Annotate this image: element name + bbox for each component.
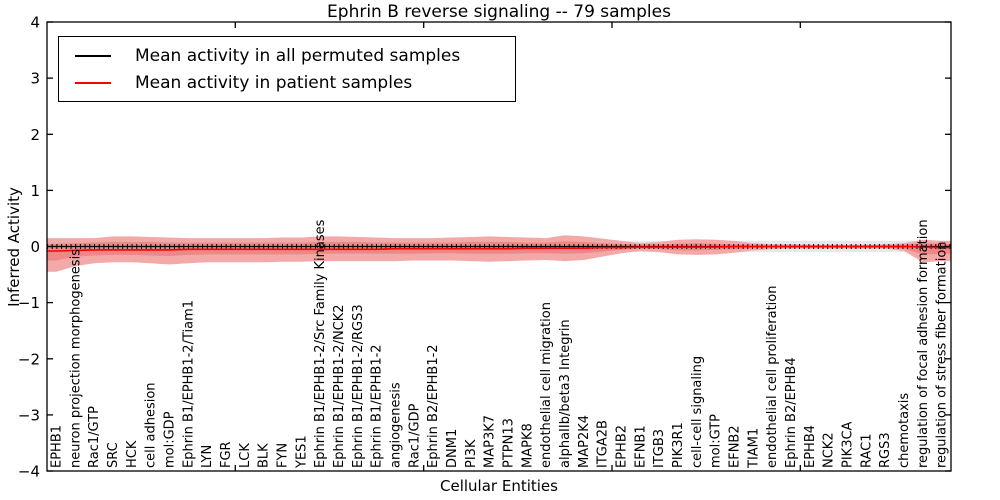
entity-label: endothelial cell proliferation	[765, 286, 780, 469]
entity-label: Ephrin B1/EPHB1-2/NCK2	[332, 304, 347, 468]
entity-label: angiogenesis	[388, 382, 403, 468]
entity-label: EPHB1	[49, 425, 64, 468]
entity-label: cell adhesion	[144, 382, 159, 468]
entity-label: LYN	[200, 445, 215, 468]
entity-label: chemotaxis	[897, 393, 912, 468]
entity-label: mol:GDP	[162, 411, 177, 468]
entity-label: PI3K	[464, 439, 479, 468]
entity-label: Ephrin B1/EPHB1-2/Src Family Kinases	[313, 219, 328, 468]
x-axis-label: Cellular Entities	[440, 477, 558, 495]
entity-label: cell-cell signaling	[690, 356, 705, 468]
chart-title: Ephrin B reverse signaling -- 79 samples	[327, 2, 671, 22]
entity-label: Ephrin B2/EPHB4	[784, 357, 799, 468]
entity-label: HCK	[125, 440, 140, 468]
entity-label: neuron projection morphogenesis	[68, 249, 83, 468]
entity-label: regulation of focal adhesion formation	[916, 219, 931, 468]
y-tick-label: −4	[18, 463, 40, 481]
entity-label: MAP2K4	[577, 415, 592, 468]
y-tick-label: −3	[18, 406, 40, 424]
entity-label: Ephrin B2/EPHB1-2	[426, 344, 441, 468]
entity-label: LCK	[238, 443, 253, 468]
entity-label: MAPK8	[520, 423, 535, 468]
y-axis-label: Inferred Activity	[5, 187, 23, 307]
legend-line-permuted-icon	[75, 54, 111, 57]
entity-label: alphaIIb/beta3 Integrin	[558, 319, 573, 468]
y-tick-label: 1	[30, 182, 40, 200]
entity-label: Ephrin B1/EPHB1-2/RGS3	[351, 304, 366, 468]
legend-label-permuted: Mean activity in all permuted samples	[135, 45, 461, 66]
entity-label: YES1	[294, 435, 309, 469]
entity-label: ITGB3	[652, 429, 667, 468]
entity-label: PIK3CA	[840, 421, 855, 468]
legend-item-patient: Mean activity in patient samples	[59, 69, 515, 96]
y-tick-label: −1	[18, 294, 40, 312]
entity-label: Ephrin B1/EPHB1-2	[370, 344, 385, 468]
entity-label: PTPN13	[501, 418, 516, 468]
entity-label: mol:GTP	[709, 414, 724, 468]
y-tick-label: 2	[30, 126, 40, 144]
entity-label: SRC	[106, 442, 121, 468]
entity-label: Ephrin B1/EPHB1-2/Tiam1	[181, 300, 196, 468]
entity-label: NCK2	[822, 432, 837, 468]
entity-label: MAP3K7	[483, 415, 498, 468]
y-tick-label: 0	[30, 238, 40, 256]
entity-label: FGR	[219, 441, 234, 468]
entity-label: FYN	[275, 443, 290, 468]
y-tick-label: −2	[18, 350, 40, 368]
entity-label: DNM1	[445, 429, 460, 468]
y-tick-label: 4	[30, 14, 40, 32]
entity-label: RGS3	[878, 432, 893, 468]
entity-label: RAC1	[859, 433, 874, 468]
entity-label: BLK	[257, 443, 272, 468]
entity-label: ITGA2B	[596, 420, 611, 468]
entity-label: endothelial cell migration	[539, 302, 554, 468]
legend-item-permuted: Mean activity in all permuted samples	[59, 42, 515, 69]
y-tick-label: 3	[30, 70, 40, 88]
entity-label: Rac1/GTP	[87, 406, 102, 468]
legend-line-patient-icon	[75, 81, 111, 84]
legend: Mean activity in all permuted samples Me…	[58, 36, 516, 102]
patient-mean-line	[47, 245, 951, 252]
entity-label: EPHB2	[614, 425, 629, 468]
entity-label: EFNB2	[727, 425, 742, 468]
entity-label: PIK3R1	[671, 422, 686, 468]
entity-label: EFNB1	[633, 425, 648, 468]
legend-label-patient: Mean activity in patient samples	[135, 72, 413, 93]
entity-label: TIAM1	[746, 428, 761, 469]
entity-label: EPHB4	[803, 425, 818, 468]
entity-label: regulation of stress fiber formation	[935, 241, 950, 468]
entity-label: Rac1/GDP	[407, 403, 422, 468]
